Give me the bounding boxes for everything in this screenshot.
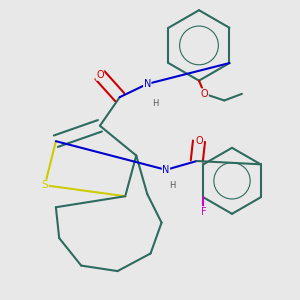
Text: N: N — [144, 79, 151, 89]
Text: N: N — [162, 165, 169, 175]
Text: H: H — [169, 181, 176, 190]
Text: O: O — [96, 70, 104, 80]
Text: S: S — [42, 180, 48, 190]
Text: F: F — [201, 207, 206, 217]
Text: O: O — [201, 89, 208, 99]
Text: H: H — [152, 99, 158, 108]
Text: O: O — [195, 136, 203, 146]
